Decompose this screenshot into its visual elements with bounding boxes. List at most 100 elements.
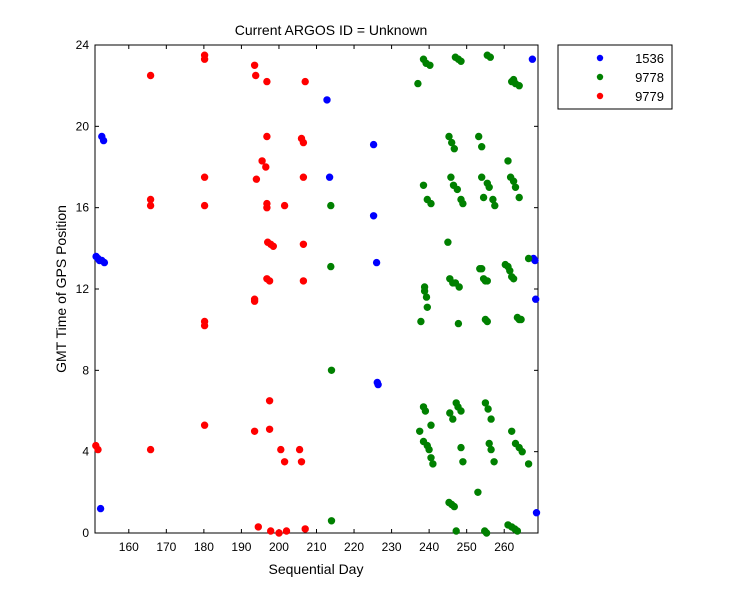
point-series-9779 xyxy=(200,421,209,429)
point-series-9779 xyxy=(146,445,155,454)
point-series-9779 xyxy=(301,525,309,533)
x-tick-label: 230 xyxy=(382,540,402,554)
point-series-9778 xyxy=(453,185,461,194)
point-series-9779 xyxy=(200,201,209,210)
x-tick-label: 180 xyxy=(194,540,214,554)
point-series-9778 xyxy=(478,173,486,181)
point-series-9778 xyxy=(417,317,425,326)
point-series-1536 xyxy=(369,212,378,220)
point-series-9778 xyxy=(515,193,523,202)
point-series-1536 xyxy=(96,504,105,513)
point-series-9778 xyxy=(486,53,494,61)
point-series-9778 xyxy=(449,415,457,423)
point-series-9778 xyxy=(491,201,499,210)
point-series-9778 xyxy=(327,262,335,271)
x-tick-label: 170 xyxy=(156,540,176,554)
point-series-9778 xyxy=(511,183,520,192)
point-series-9779 xyxy=(295,445,304,454)
data-points xyxy=(92,51,541,537)
legend-marker-9779 xyxy=(596,92,604,100)
x-axis: 160 170 180 190 200 210 220 230 240 250 260 xyxy=(119,45,515,554)
point-series-9778 xyxy=(483,317,491,326)
x-tick-label: 250 xyxy=(457,540,477,554)
point-series-9779 xyxy=(252,71,260,80)
point-series-9778 xyxy=(509,177,518,185)
point-series-9778 xyxy=(484,405,492,413)
point-series-9779 xyxy=(280,458,289,466)
point-series-9779 xyxy=(301,77,309,86)
point-series-9779 xyxy=(299,240,308,249)
point-series-9778 xyxy=(416,427,424,435)
point-series-9779 xyxy=(146,201,155,210)
y-tick-label: 20 xyxy=(76,119,90,133)
point-series-9778 xyxy=(420,287,429,295)
point-series-9778 xyxy=(455,283,463,291)
point-series-9778 xyxy=(524,460,533,468)
point-series-9779 xyxy=(282,527,291,535)
point-series-9778 xyxy=(515,82,523,90)
point-series-9778 xyxy=(506,267,514,275)
point-series-9779 xyxy=(277,445,285,454)
x-axis-label: Sequential Day xyxy=(269,561,364,577)
point-series-1536 xyxy=(325,173,334,181)
point-series-9778 xyxy=(414,79,422,88)
point-series-9778 xyxy=(481,399,490,407)
point-series-9778 xyxy=(448,138,456,147)
y-tick-label: 8 xyxy=(82,363,89,377)
point-series-9778 xyxy=(450,502,458,511)
point-series-9778 xyxy=(490,458,498,466)
y-tick-label: 16 xyxy=(76,201,90,215)
x-tick-label: 260 xyxy=(494,540,514,554)
point-series-9779 xyxy=(265,397,274,405)
point-series-1536 xyxy=(372,258,381,267)
point-series-9778 xyxy=(508,427,516,435)
point-series-1536 xyxy=(374,380,382,389)
legend-box xyxy=(557,44,673,110)
point-series-9779 xyxy=(146,195,155,204)
point-series-9778 xyxy=(447,173,455,181)
point-series-9778 xyxy=(489,195,497,204)
point-series-1536 xyxy=(532,295,540,303)
legend-marker-9778 xyxy=(596,73,604,81)
x-tick-label: 200 xyxy=(269,540,289,554)
point-series-9778 xyxy=(482,529,491,537)
legend: 1536 9778 9779 xyxy=(557,44,673,110)
point-series-9778 xyxy=(457,443,465,452)
point-series-1536 xyxy=(323,96,331,104)
point-series-9778 xyxy=(429,460,437,468)
point-series-9778 xyxy=(419,181,428,190)
point-series-9779 xyxy=(200,55,209,63)
legend-label-1536: 1536 xyxy=(635,51,664,66)
point-series-9779 xyxy=(299,138,308,147)
point-series-9778 xyxy=(487,415,495,423)
point-series-9778 xyxy=(474,488,482,496)
point-series-9779 xyxy=(254,523,262,531)
point-series-9778 xyxy=(419,437,428,446)
point-series-9778 xyxy=(327,517,336,525)
point-series-1536 xyxy=(369,140,378,149)
point-series-9779 xyxy=(267,527,275,535)
point-series-1536 xyxy=(531,256,539,265)
point-series-9779 xyxy=(299,173,308,181)
y-axis: 0 4 8 12 16 20 24 xyxy=(76,38,538,540)
point-series-1536 xyxy=(100,258,109,267)
point-series-9778 xyxy=(457,407,465,415)
point-series-9778 xyxy=(454,319,463,328)
point-series-9779 xyxy=(258,157,266,165)
point-series-9778 xyxy=(504,157,512,165)
point-series-9779 xyxy=(146,71,155,80)
x-tick-label: 160 xyxy=(119,540,139,554)
point-series-9778 xyxy=(483,277,491,285)
y-axis-label: GMT Time of GPS Position xyxy=(53,205,69,373)
point-series-9778 xyxy=(450,145,458,153)
point-series-9779 xyxy=(275,529,283,537)
y-tick-label: 12 xyxy=(76,282,90,296)
point-series-9778 xyxy=(421,407,430,415)
legend-marker-1536 xyxy=(596,54,604,62)
point-series-9779 xyxy=(250,427,259,435)
point-series-9778 xyxy=(487,445,495,454)
point-series-9778 xyxy=(485,439,493,448)
point-series-9778 xyxy=(457,57,465,65)
point-series-9779 xyxy=(250,295,259,303)
